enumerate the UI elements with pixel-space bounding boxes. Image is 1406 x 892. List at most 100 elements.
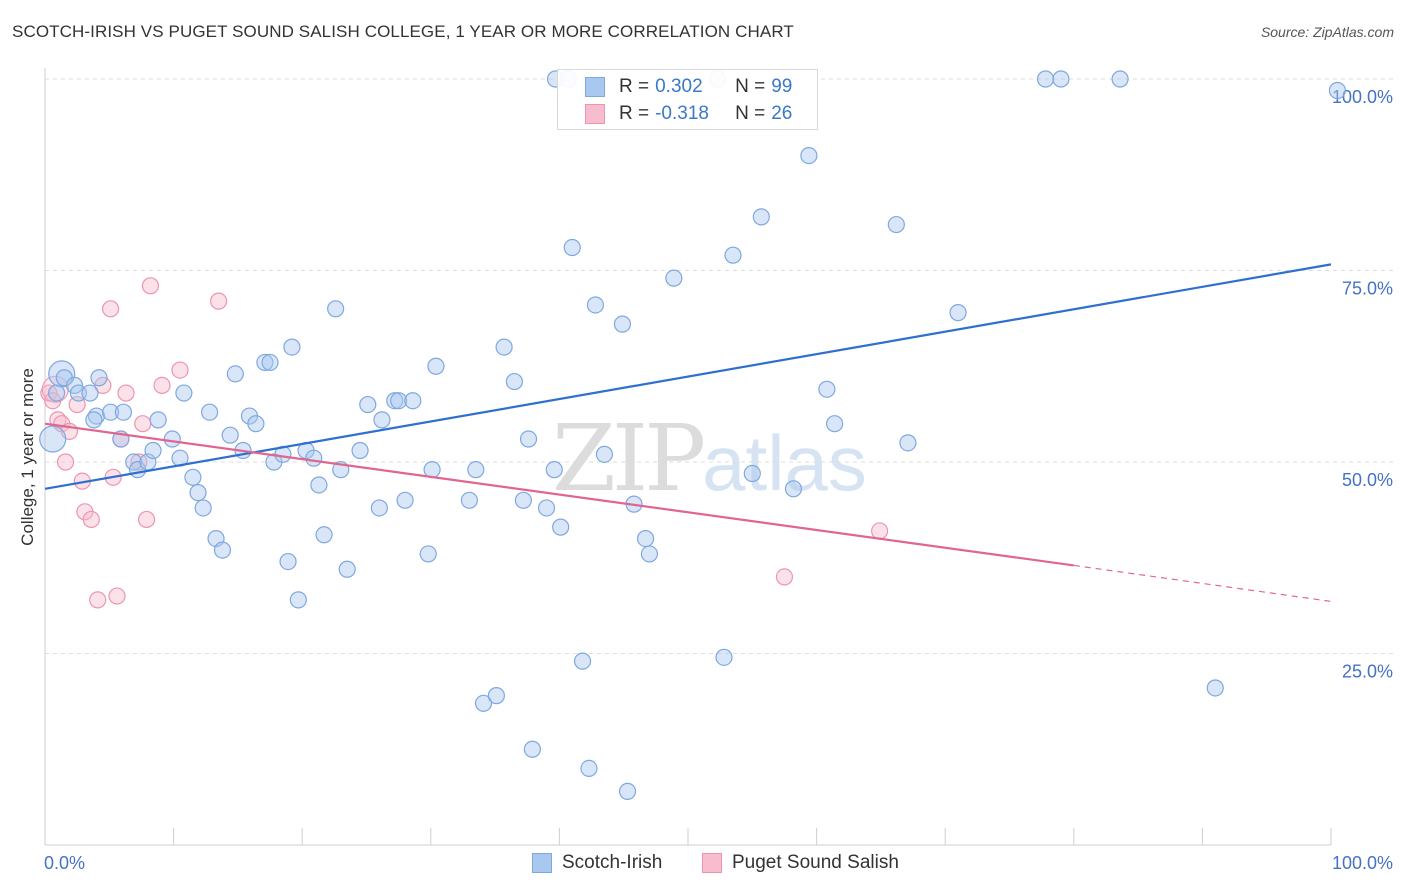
legend-item-puget-sound-salish[interactable]: Puget Sound Salish bbox=[702, 852, 899, 874]
data-point-scotch-irish bbox=[715, 648, 733, 666]
data-point-scotch-irish bbox=[390, 392, 408, 410]
data-point-scotch-irish bbox=[1111, 70, 1129, 88]
data-point-scotch-irish bbox=[327, 300, 345, 318]
data-point-scotch-irish bbox=[359, 395, 377, 414]
trend-line-puget-sound-salish-extension bbox=[1073, 564, 1332, 603]
data-point-scotch-irish bbox=[261, 353, 279, 372]
data-point-scotch-irish bbox=[573, 652, 592, 670]
grid-lines bbox=[45, 78, 1393, 654]
data-point-scotch-irish bbox=[396, 491, 414, 509]
data-point-scotch-irish bbox=[800, 147, 818, 165]
data-point-puget-sound-salish bbox=[89, 591, 107, 609]
legend-r-value: 0.302 bbox=[655, 76, 703, 97]
data-point-scotch-irish bbox=[949, 304, 967, 322]
data-point-scotch-irish bbox=[81, 384, 99, 402]
tick-labels: 100.0% 75.0% 50.0% 25.0% 0.0% 100.0% bbox=[44, 87, 1393, 873]
data-point-puget-sound-salish bbox=[117, 384, 135, 402]
legend-r-label: R = bbox=[619, 103, 650, 124]
trend-line-puget-sound-salish bbox=[44, 422, 1074, 567]
data-point-scotch-irish bbox=[404, 392, 422, 410]
data-point-scotch-irish bbox=[523, 740, 541, 758]
data-point-scotch-irish bbox=[370, 499, 388, 517]
data-point-scotch-irish bbox=[1328, 81, 1347, 100]
data-point-scotch-irish bbox=[519, 430, 538, 448]
data-point-scotch-irish bbox=[487, 687, 505, 705]
y-tick-label: 75.0% bbox=[1342, 279, 1393, 299]
data-point-scotch-irish bbox=[1036, 70, 1055, 88]
data-point-scotch-irish bbox=[665, 269, 683, 287]
data-point-scotch-irish bbox=[175, 384, 193, 402]
data-point-scotch-irish bbox=[640, 545, 659, 563]
legend-n-label: N = bbox=[735, 103, 766, 124]
data-point-scotch-irish bbox=[552, 518, 570, 536]
data-point-scotch-irish bbox=[427, 357, 445, 375]
data-point-scotch-irish bbox=[226, 365, 244, 383]
data-point-scotch-irish bbox=[474, 694, 493, 712]
y-tick-label: 25.0% bbox=[1342, 662, 1393, 682]
data-point-scotch-irish bbox=[514, 491, 532, 509]
data-point-scotch-irish bbox=[1206, 679, 1224, 697]
data-point-scotch-irish bbox=[279, 552, 297, 571]
data-point-scotch-irish bbox=[505, 372, 523, 391]
data-point-puget-sound-salish bbox=[108, 587, 126, 605]
data-point-scotch-irish bbox=[618, 782, 637, 800]
legend-r-value: -0.318 bbox=[655, 103, 709, 124]
data-point-scotch-irish bbox=[460, 491, 478, 509]
data-point-puget-sound-salish bbox=[137, 510, 156, 529]
data-point-scotch-irish bbox=[213, 541, 232, 559]
data-point-scotch-irish bbox=[149, 411, 167, 429]
y-axis-label: College, 1 year or more bbox=[18, 368, 37, 546]
data-point-scotch-irish bbox=[289, 591, 307, 609]
data-point-scotch-irish bbox=[636, 529, 655, 548]
data-point-scotch-irish bbox=[419, 545, 437, 563]
data-point-scotch-irish bbox=[201, 403, 219, 421]
series-scotch-irish bbox=[39, 70, 1347, 800]
data-point-puget-sound-salish bbox=[134, 415, 152, 433]
scotch-irish-swatch bbox=[585, 77, 605, 97]
chart-source: Source: ZipAtlas.com bbox=[1260, 24, 1394, 40]
data-point-scotch-irish bbox=[338, 560, 356, 578]
data-point-scotch-irish bbox=[818, 380, 836, 398]
chart-title: SCOTCH-IRISH VS PUGET SOUND SALISH COLLE… bbox=[12, 22, 794, 41]
data-point-scotch-irish bbox=[386, 392, 404, 410]
data-point-scotch-irish bbox=[595, 445, 614, 463]
data-point-scotch-irish bbox=[144, 441, 162, 460]
data-point-scotch-irish bbox=[784, 480, 803, 498]
data-point-scotch-irish bbox=[752, 208, 770, 226]
trend-lines bbox=[44, 263, 1332, 603]
data-point-scotch-irish bbox=[47, 384, 66, 402]
data-point-scotch-irish bbox=[189, 484, 207, 502]
data-point-scotch-irish bbox=[899, 434, 917, 452]
correlation-legend: R = 0.302 N = 99 R = -0.318 N = 26 bbox=[557, 69, 818, 130]
data-point-scotch-irish bbox=[221, 426, 239, 444]
legend-r-label: R = bbox=[619, 76, 650, 97]
legend-row-puget-sound-salish: R = -0.318 N = 26 bbox=[558, 100, 792, 128]
legend-label: Scotch-Irish bbox=[562, 852, 663, 873]
legend-item-scotch-irish[interactable]: Scotch-Irish bbox=[532, 852, 662, 874]
data-point-scotch-irish bbox=[305, 449, 323, 467]
y-tick-label: 50.0% bbox=[1342, 470, 1393, 490]
data-point-scotch-irish bbox=[247, 415, 265, 433]
legend-n-value: 99 bbox=[771, 76, 793, 97]
data-point-scotch-irish bbox=[101, 403, 120, 421]
data-point-scotch-irish bbox=[85, 411, 103, 429]
legend-n-value: 26 bbox=[771, 103, 793, 124]
data-point-puget-sound-salish bbox=[82, 510, 100, 529]
data-point-scotch-irish bbox=[613, 315, 632, 333]
y-tick-label: 100.0% bbox=[1332, 87, 1393, 107]
legend-label: Puget Sound Salish bbox=[732, 852, 899, 873]
axes bbox=[44, 68, 1332, 846]
data-point-scotch-irish bbox=[90, 369, 108, 387]
data-point-scotch-irish bbox=[545, 461, 563, 479]
scotch-irish-swatch bbox=[532, 853, 552, 873]
data-point-scotch-irish bbox=[283, 338, 301, 356]
data-point-scotch-irish bbox=[586, 296, 605, 314]
data-point-scotch-irish bbox=[1052, 70, 1070, 88]
data-point-scotch-irish bbox=[495, 338, 513, 356]
data-point-scotch-irish bbox=[315, 526, 333, 544]
data-point-puget-sound-salish bbox=[141, 277, 160, 295]
data-point-puget-sound-salish bbox=[153, 376, 171, 394]
data-point-scotch-irish bbox=[256, 353, 274, 372]
data-point-puget-sound-salish bbox=[101, 300, 120, 318]
